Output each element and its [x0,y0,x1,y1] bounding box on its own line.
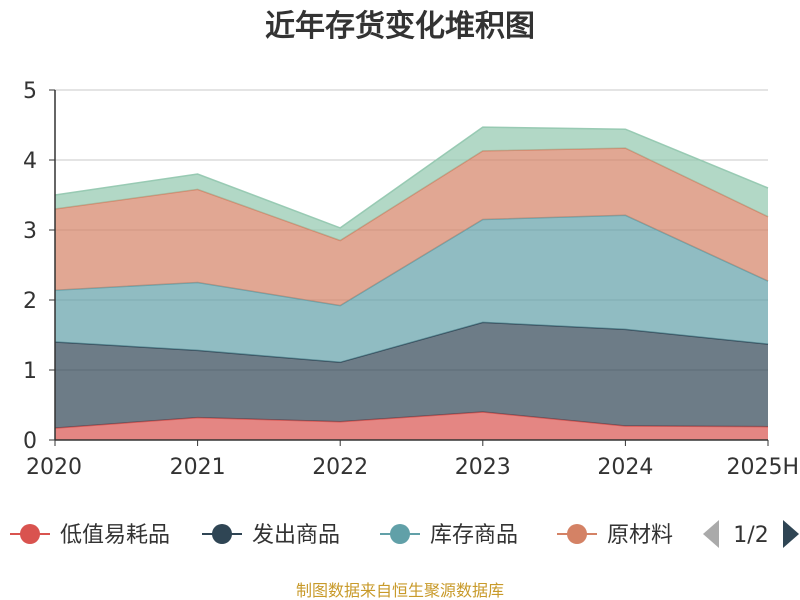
y-tick-label: 4 [23,149,37,174]
legend-item-3[interactable]: 原材料 [557,523,673,548]
axes: 0 1 2 3 4 5 2020 2021 2022 2023 2024 2025H [23,79,799,480]
area-series-1 [55,322,768,429]
x-tick-label: 2022 [312,455,368,480]
y-tick-label: 3 [23,219,37,244]
x-tick-label: 2023 [455,455,511,480]
area-series-line-1 [54,321,769,364]
source-note: 制图数据来自恒生聚源数据库 [296,581,504,600]
x-tick-label: 2020 [26,455,82,480]
y-tick-label: 5 [23,79,37,104]
legend-item-2[interactable]: 库存商品 [380,523,518,548]
legend[interactable]: 低值易耗品 发出商品 库存商品 原材料 1/2 [10,520,799,548]
legend-marker [212,524,232,544]
area-series-line-4 [54,126,769,229]
x-tick-label: 2025H [726,455,799,480]
x-tick-label: 2024 [597,455,653,480]
area-series-3 [55,148,768,306]
legend-label: 低值易耗品 [60,523,170,548]
legend-item-1[interactable]: 发出商品 [202,523,340,548]
y-tick-label: 2 [23,289,37,314]
legend-label: 原材料 [607,523,673,548]
legend-label: 发出商品 [252,523,340,548]
legend-label: 库存商品 [430,523,518,548]
area-series-2 [55,215,768,363]
legend-page-indicator: 1/2 [733,523,768,548]
chart-title: 近年存货变化堆积图 [265,9,535,44]
y-tick-label: 0 [23,429,37,454]
legend-item-0[interactable]: 低值易耗品 [10,523,170,548]
legend-marker [390,524,410,544]
legend-marker [567,524,587,544]
y-tick-label: 1 [23,359,37,384]
x-tick-label: 2021 [170,455,226,480]
prev-page-icon[interactable] [703,520,719,548]
stacked-areas [54,126,769,440]
next-page-icon[interactable] [783,520,799,548]
legend-marker [20,524,40,544]
area-series-4 [55,127,768,241]
